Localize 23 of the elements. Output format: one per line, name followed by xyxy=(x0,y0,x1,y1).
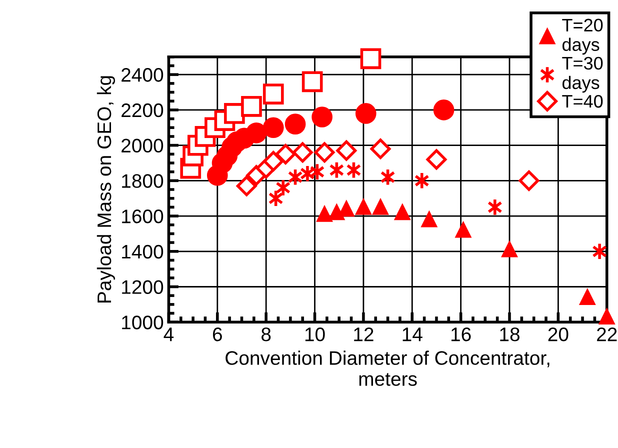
x-tick-label: 10 xyxy=(305,327,325,342)
y-tick-label: 2000 xyxy=(122,138,164,153)
y-tick-label: 1600 xyxy=(122,209,164,224)
y-tick-label: 2200 xyxy=(122,103,164,118)
y-tick-label: 1200 xyxy=(122,280,164,294)
x-tick-label: 12 xyxy=(354,327,374,342)
y-tick-label: 1000 xyxy=(122,316,164,330)
x-tick-label: 16 xyxy=(451,327,471,342)
x-tick-label: 6 xyxy=(212,327,222,342)
y-tick-label: 1800 xyxy=(122,174,164,188)
y-tick-label: 1400 xyxy=(122,244,164,259)
legend-label: T=40 xyxy=(562,94,603,108)
x-tick-label: 4 xyxy=(164,328,174,342)
y-tick-label: 2400 xyxy=(122,68,164,82)
x-tick-label: 20 xyxy=(548,327,568,342)
x-axis-title: Convention Diameter of Concentrator, meters xyxy=(226,350,550,386)
y-axis-title: Payload Mass on GEO, kg xyxy=(96,76,116,302)
x-tick-label: 22 xyxy=(597,327,617,342)
x-tick-label: 14 xyxy=(402,328,422,342)
legend-label: T=30 days xyxy=(562,56,603,93)
legend-label: T=20 days xyxy=(562,18,603,55)
x-tick-label: 8 xyxy=(262,327,271,342)
x-tick-label: 18 xyxy=(500,327,520,342)
